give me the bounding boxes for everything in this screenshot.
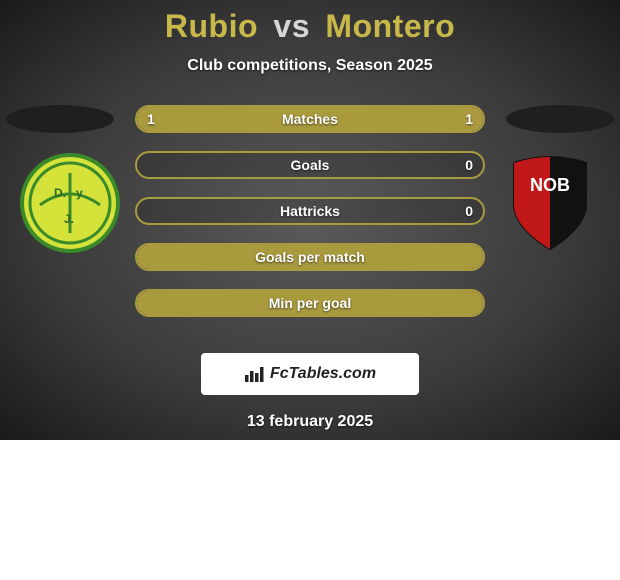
team-left-badge-svg: D. y J. [20, 153, 120, 253]
infographic-stage: Rubio vs Montero Club competitions, Seas… [0, 0, 620, 440]
content-area: D. y J. NOB 1 1 Matches 0 Goals 0 Hattricks Goa… [0, 105, 620, 335]
team-right-badge-svg: NOB [500, 153, 600, 253]
svg-text:J.: J. [64, 212, 74, 226]
stat-label: Hattricks [280, 203, 340, 219]
team-left-badge: D. y J. [20, 153, 120, 253]
stat-value-right: 0 [465, 157, 473, 173]
title-vs: vs [273, 8, 310, 44]
stat-row: 1 1 Matches [135, 105, 485, 133]
shadow-right [506, 105, 614, 133]
page-title: Rubio vs Montero [0, 8, 620, 45]
stat-label: Goals per match [255, 249, 365, 265]
title-player1: Rubio [165, 8, 258, 44]
title-player2: Montero [325, 8, 455, 44]
subtitle: Club competitions, Season 2025 [0, 57, 620, 75]
brand-box[interactable]: FcTables.com [201, 353, 419, 395]
stat-label: Goals [291, 157, 330, 173]
svg-text:D.: D. [54, 186, 66, 200]
stat-value-right: 0 [465, 203, 473, 219]
stat-row: Goals per match [135, 243, 485, 271]
svg-text:NOB: NOB [530, 175, 570, 195]
stat-rows: 1 1 Matches 0 Goals 0 Hattricks Goals per match… [135, 105, 485, 317]
stat-row: Min per goal [135, 289, 485, 317]
svg-text:y: y [76, 186, 83, 200]
stat-label: Matches [282, 111, 338, 127]
stat-row: 0 Goals [135, 151, 485, 179]
team-right-badge: NOB [500, 153, 600, 253]
chart-bars-icon [244, 365, 266, 383]
date-text: 13 february 2025 [0, 413, 620, 431]
brand-text: FcTables.com [270, 365, 376, 383]
stat-value-left: 1 [147, 111, 155, 127]
stat-value-right: 1 [465, 111, 473, 127]
stat-row: 0 Hattricks [135, 197, 485, 225]
stat-label: Min per goal [269, 295, 351, 311]
shadow-left [6, 105, 114, 133]
